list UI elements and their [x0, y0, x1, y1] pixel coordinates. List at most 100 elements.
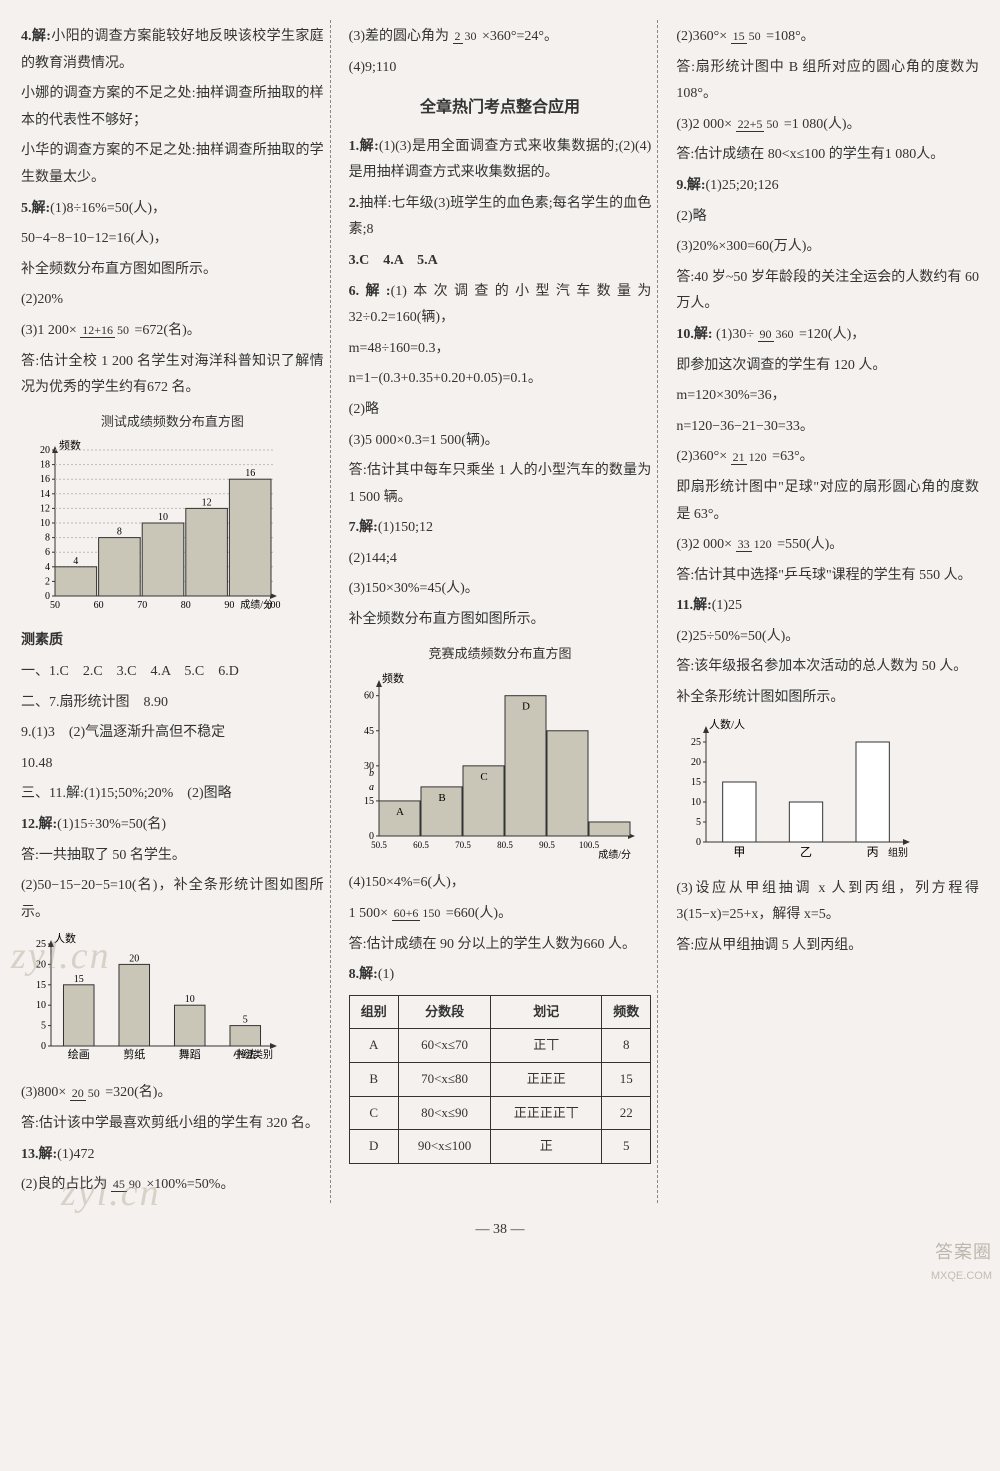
svg-text:90: 90 — [224, 600, 234, 611]
svg-text:10: 10 — [40, 518, 50, 529]
csz-title: 测素质 — [21, 628, 324, 655]
q7-l3: (3)150×30%=45(人)。 — [349, 576, 652, 603]
svg-text:2: 2 — [45, 577, 50, 588]
svg-text:4: 4 — [73, 556, 78, 567]
q9: 9.解:(1)25;20;126 — [676, 173, 979, 200]
q1-l1: (1)(3)是用全面调查方式来收集数据的;(2)(4)是用抽样调查方式来收集数据… — [349, 139, 652, 181]
q6-l2: m=48÷160=0.3， — [349, 336, 652, 363]
svg-text:b: b — [369, 768, 374, 779]
q5-l5: (3)1 200× 12+1650 =672(名)。 — [21, 318, 324, 345]
q4: 4.解:小阳的调查方案能较好地反映该校学生家庭的教育消费情况。 — [21, 24, 324, 77]
svg-text:频数: 频数 — [59, 438, 81, 452]
q5-l2: 50−4−8−10−12=16(人)， — [21, 226, 324, 253]
svg-text:12: 12 — [202, 498, 212, 509]
svg-text:8: 8 — [117, 527, 122, 538]
frac: 230 — [453, 30, 479, 43]
svg-text:20: 20 — [36, 960, 46, 971]
q6-l1: (1)本次调查的小型汽车数量为32÷0.2=160(辆)， — [349, 284, 652, 326]
svg-text:5: 5 — [696, 817, 701, 828]
chart1: 频数24681012141618200481012165060708090100… — [21, 438, 324, 618]
q9-l4: 答:40 岁~50 岁年龄段的关注全运会的人数约有 60 万人。 — [676, 265, 979, 318]
q9-l3: (3)20%×300=60(万人)。 — [676, 234, 979, 261]
frac: 2050 — [70, 1087, 102, 1100]
svg-text:频数: 频数 — [382, 671, 404, 685]
q2-tag: 2. — [349, 196, 360, 211]
c2-l2: (4)9;110 — [349, 55, 652, 82]
svg-text:20: 20 — [129, 954, 139, 965]
svg-text:15: 15 — [364, 796, 374, 807]
svg-text:60: 60 — [364, 691, 374, 702]
q8: 8.解:(1) — [349, 962, 652, 989]
svg-text:人数: 人数 — [54, 932, 76, 945]
q12-l4: (3)800× 2050 =320(名)。 — [21, 1080, 324, 1107]
q10-l8: 答:估计其中选择"乒乓球"课程的学生有 550 人。 — [676, 563, 979, 590]
corner-watermark-1: 答案圈 — [935, 1235, 992, 1269]
q1-tag: 1.解: — [349, 139, 379, 154]
svg-text:剪纸: 剪纸 — [123, 1047, 145, 1061]
svg-text:15: 15 — [36, 980, 46, 991]
q7-l5: (4)150×4%=6(人)， — [349, 870, 652, 897]
q5-l3: 补全频数分布直方图如图所示。 — [21, 257, 324, 284]
svg-text:绘画: 绘画 — [68, 1047, 90, 1061]
q5-l5b: =672(名)。 — [135, 323, 201, 338]
svg-text:0: 0 — [696, 837, 701, 848]
q345: 3.C 4.A 5.A — [349, 248, 652, 275]
svg-text:小组类别: 小组类别 — [233, 1048, 273, 1061]
svg-text:甲: 甲 — [734, 845, 746, 859]
svg-text:15: 15 — [691, 777, 701, 788]
q13: 13.解:(1)472 — [21, 1142, 324, 1169]
csz-l5: 三、11.解:(1)15;50%;20% (2)图略 — [21, 781, 324, 808]
svg-text:90.5: 90.5 — [539, 840, 555, 850]
q12: 12.解:(1)15÷30%=50(名) — [21, 812, 324, 839]
svg-text:25: 25 — [36, 939, 46, 950]
q1: 1.解:(1)(3)是用全面调查方式来收集数据的;(2)(4)是用抽样调查方式来… — [349, 134, 652, 187]
svg-text:乙: 乙 — [800, 845, 812, 859]
q4-l2: 小娜的调查方案的不足之处:抽样调查所抽取的样本的代表性不够好； — [21, 81, 324, 134]
svg-text:A: A — [396, 806, 404, 818]
c3-l3: (3)2 000× 22+550 =1 080(人)。 — [676, 112, 979, 139]
svg-text:10: 10 — [158, 512, 168, 523]
page-number: — 38 — — [15, 1217, 985, 1244]
q9-tag: 9.解: — [676, 178, 705, 193]
q7-l4: 补全频数分布直方图如图所示。 — [349, 607, 652, 634]
chart4: 人数/人0510152025甲乙丙组别 — [676, 716, 979, 866]
q2: 2.抽样:七年级(3)班学生的血色素;每名学生的血色素;8 — [349, 191, 652, 244]
column-3: (2)360°× 1550 =108°。 答:扇形统计图中 B 组所对应的圆心角… — [670, 20, 985, 1203]
q4-l3: 小华的调查方案的不足之处:抽样调查所抽取的学生数量太少。 — [21, 138, 324, 191]
q6-l3: n=1−(0.3+0.35+0.20+0.05)=0.1。 — [349, 366, 652, 393]
csz-l3: 9.(1)3 (2)气温逐渐升高但不稳定 — [21, 720, 324, 747]
svg-text:80.5: 80.5 — [497, 840, 513, 850]
svg-text:45: 45 — [364, 726, 374, 737]
q10-l5: (2)360°× 21120 =63°。 — [676, 444, 979, 471]
svg-text:12: 12 — [40, 504, 50, 515]
q7-l1: (1)150;12 — [378, 520, 433, 535]
q6: 6.解:(1)本次调查的小型汽车数量为32÷0.2=160(辆)， — [349, 279, 652, 332]
svg-text:80: 80 — [181, 600, 191, 611]
svg-text:丙: 丙 — [867, 845, 879, 859]
q10-l3: m=120×30%=36， — [676, 383, 979, 410]
svg-text:成绩/分: 成绩/分 — [598, 848, 631, 860]
frac: 90360 — [758, 328, 796, 341]
q10-tag: 10.解: — [676, 327, 712, 342]
svg-text:舞蹈: 舞蹈 — [179, 1048, 201, 1061]
q5-l4: (2)20% — [21, 287, 324, 314]
column-2: (3)差的圆心角为 230 ×360°=24°。 (4)9;110 全章热门考点… — [343, 20, 659, 1203]
q12-l5: 答:估计该中学最喜欢剪纸小组的学生有 320 名。 — [21, 1111, 324, 1138]
svg-text:10: 10 — [691, 797, 701, 808]
q11-l4: 补全条形统计图如图所示。 — [676, 685, 979, 712]
svg-text:50: 50 — [50, 600, 60, 611]
q5-l5a: (3)1 200× — [21, 323, 77, 338]
q12-l2: 答:一共抽取了 50 名学生。 — [21, 843, 324, 870]
svg-text:C: C — [480, 771, 487, 783]
q8-tag: 8.解: — [349, 967, 378, 982]
q4-tag: 4.解: — [21, 29, 51, 44]
corner-watermark-2: MXQE.COM — [931, 1266, 992, 1287]
csz-l2: 二、7.扇形统计图 8.90 — [21, 690, 324, 717]
q10-l4: n=120−36−21−30=33。 — [676, 414, 979, 441]
q6-l6: 答:估计其中每车只乘坐 1 人的小型汽车的数量为1 500 辆。 — [349, 458, 652, 511]
tally-table: 组别分数段划记频数A60<x≤70正丅8B70<x≤80正正正15C80<x≤9… — [349, 995, 652, 1164]
svg-text:25: 25 — [691, 737, 701, 748]
chart1-title: 测试成绩频数分布直方图 — [21, 410, 324, 435]
q11-l3: 答:该年级报名参加本次活动的总人数为 50 人。 — [676, 654, 979, 681]
q7-l7: 答:估计成绩在 90 分以上的学生人数为660 人。 — [349, 932, 652, 959]
